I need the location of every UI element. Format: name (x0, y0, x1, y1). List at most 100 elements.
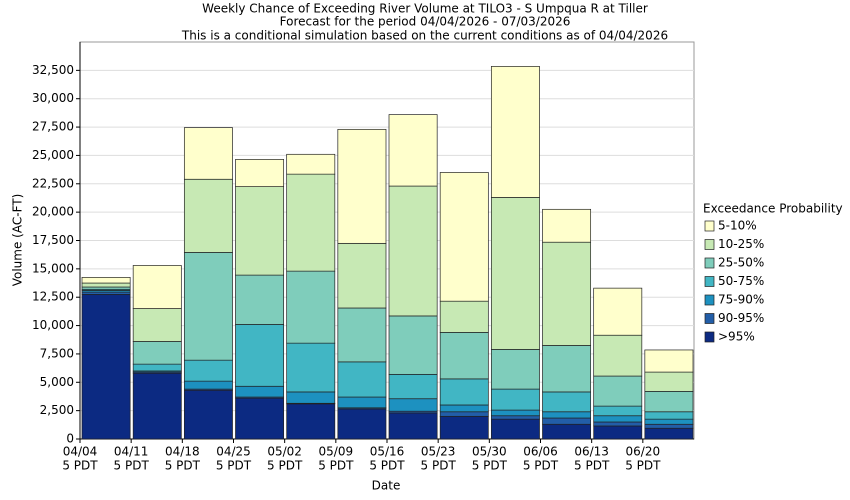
legend-label: 90-95% (718, 311, 764, 325)
y-tick-label: 7,500 (40, 346, 74, 360)
bar-segment (644, 349, 694, 373)
legend-swatch (704, 220, 715, 232)
bar-segment (286, 173, 336, 272)
bar-segment (286, 270, 336, 344)
bar-segment (388, 412, 438, 440)
y-tick-label: 0 (66, 432, 74, 446)
bar-segment (542, 423, 592, 440)
x-tick-sublabel: 5 PDT (421, 459, 457, 473)
x-tick-sublabel: 5 PDT (472, 459, 508, 473)
bar-segment (183, 252, 233, 361)
bar-segment (490, 349, 540, 390)
y-tick-label: 20,000 (32, 205, 74, 219)
bar-segment (593, 415, 643, 423)
x-tick-label: 04/04 (63, 445, 98, 459)
bar-segment (388, 373, 438, 400)
bar-segment (593, 421, 643, 427)
x-tick-label: 05/16 (370, 445, 405, 459)
bar-segment (132, 308, 182, 342)
bar-segment (286, 391, 336, 404)
bar-segment (644, 411, 694, 420)
bar-segment (644, 418, 694, 425)
bar-segment (286, 153, 336, 175)
y-tick-label: 22,500 (32, 176, 74, 190)
bar-segment (439, 300, 489, 333)
bar-segment (183, 389, 233, 440)
x-tick-label: 04/11 (114, 445, 149, 459)
bar-segment (235, 274, 285, 325)
bar-segment (81, 277, 131, 284)
bar-segment (593, 425, 643, 440)
x-tick-label: 04/25 (216, 445, 251, 459)
bar-segment (542, 417, 592, 425)
bar-segment (235, 385, 285, 398)
bar-segment (439, 172, 489, 302)
bar-segment (490, 415, 540, 420)
bar-segment (388, 114, 438, 187)
bar-segment (337, 396, 387, 409)
legend-label: 50-75% (718, 274, 764, 288)
x-tick-label: 05/02 (267, 445, 302, 459)
bar-segment (542, 345, 592, 393)
bar-segment (235, 397, 285, 440)
bar-segment (132, 341, 182, 365)
bar-segment (81, 282, 131, 288)
x-tick-sublabel: 5 PDT (523, 459, 559, 473)
legend-label: 10-25% (718, 237, 764, 251)
x-tick-sublabel: 5 PDT (625, 459, 661, 473)
y-tick-label: 27,500 (32, 120, 74, 134)
bar-segment (593, 287, 643, 336)
bar-segment (81, 294, 131, 440)
chart-title: Weekly Chance of Exceeding River Volume … (202, 2, 648, 16)
bar-segment (439, 411, 489, 417)
bar-segment (132, 265, 182, 309)
bar-segment (593, 334, 643, 377)
x-tick-label: 05/23 (421, 445, 456, 459)
x-tick-sublabel: 5 PDT (165, 459, 201, 473)
bar-segment (542, 411, 592, 419)
legend-swatch (704, 313, 715, 324)
bar-segment (439, 378, 489, 406)
bar-segment (439, 332, 489, 380)
bar-segment (542, 241, 592, 346)
bar-segment (644, 371, 694, 392)
y-tick-label: 32,500 (32, 63, 74, 77)
y-tick-label: 5,000 (40, 375, 74, 389)
bar-segment (183, 359, 233, 382)
y-tick-label: 2,500 (40, 403, 74, 417)
y-axis-label: Volume (AC-FT) (11, 194, 25, 287)
bar-segment (593, 405, 643, 417)
bar-segment (235, 186, 285, 276)
bar-segment (644, 427, 694, 440)
bar-segment (388, 185, 438, 317)
bar-segment (490, 418, 540, 440)
legend-label: >95% (718, 330, 755, 344)
bar-segment (439, 404, 489, 413)
bar-segment (235, 324, 285, 387)
bar-segment (286, 403, 336, 440)
x-tick-sublabel: 5 PDT (114, 459, 150, 473)
x-tick-sublabel: 5 PDT (216, 459, 252, 473)
x-tick-sublabel: 5 PDT (318, 459, 354, 473)
x-tick-label: 06/13 (574, 445, 609, 459)
x-tick-label: 04/18 (165, 445, 200, 459)
legend-swatch (704, 276, 715, 287)
y-tick-label: 15,000 (32, 261, 74, 275)
bar-segment (542, 391, 592, 413)
legend-swatch (704, 331, 715, 343)
x-tick-label: 05/30 (472, 445, 507, 459)
x-tick-label: 05/09 (319, 445, 354, 459)
bar-segment (542, 208, 592, 243)
bar-segment (132, 363, 182, 372)
legend-label: 25-50% (718, 256, 764, 270)
bar-segment (490, 66, 540, 198)
bar-segment (337, 408, 387, 440)
x-tick-sublabel: 5 PDT (574, 459, 610, 473)
legend-label: 75-90% (718, 293, 764, 307)
bar-segment (439, 415, 489, 440)
x-tick-sublabel: 5 PDT (267, 459, 303, 473)
y-tick-label: 17,500 (32, 233, 74, 247)
bar-segment (183, 178, 233, 253)
bar-segment (337, 361, 387, 398)
bar-segment (490, 388, 540, 411)
